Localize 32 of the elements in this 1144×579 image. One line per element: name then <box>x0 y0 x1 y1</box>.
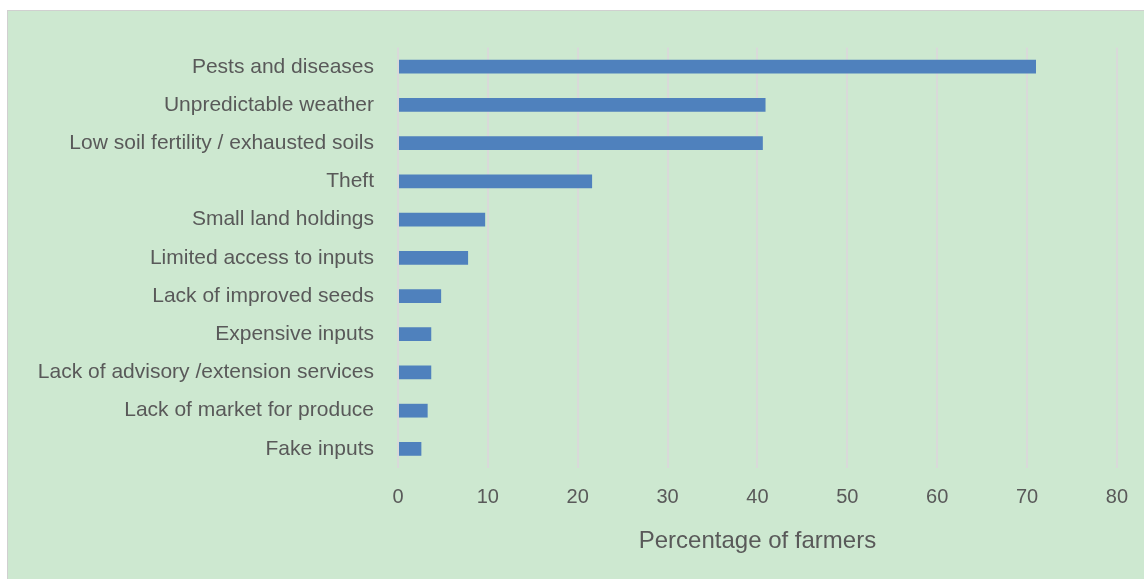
x-tick-label: 80 <box>1105 484 1128 507</box>
y-tick-label: Lack of improved seeds <box>152 282 374 306</box>
bar <box>399 98 766 112</box>
x-axis-title: Percentage of farmers <box>638 526 877 554</box>
y-tick-label: Limited access to inputs <box>149 244 374 268</box>
x-tick-label: 10 <box>476 484 499 507</box>
bar <box>399 59 1036 74</box>
bar <box>399 174 593 189</box>
bar <box>399 289 442 303</box>
bar <box>399 212 486 227</box>
bar <box>399 327 432 342</box>
x-tick-label: 70 <box>1015 484 1039 507</box>
y-tick-label: Pests and diseases <box>191 53 374 77</box>
y-tick-label: Theft <box>326 168 375 192</box>
y-tick-label: Lack of market for produce <box>124 397 374 421</box>
x-tick-label: 60 <box>926 484 949 507</box>
bar <box>399 442 422 456</box>
y-tick-label: Unpredictable weather <box>163 91 374 115</box>
bar <box>399 250 469 265</box>
y-tick-label: Small land holdings <box>191 206 374 230</box>
x-tick-label: 30 <box>656 484 679 507</box>
x-tick-label: 50 <box>836 484 859 507</box>
x-tick-label: 0 <box>392 484 404 507</box>
bar <box>399 403 428 418</box>
y-tick-label: Low soil fertility / exhausted soils <box>69 129 374 153</box>
bar <box>399 136 763 151</box>
y-tick-label: Fake inputs <box>265 435 374 459</box>
y-tick-label: Expensive inputs <box>215 321 374 345</box>
x-tick-label: 40 <box>746 484 769 507</box>
y-tick-label: Lack of advisory /extension services <box>37 359 374 383</box>
bar <box>399 365 432 380</box>
x-tick-label: 20 <box>566 484 589 507</box>
